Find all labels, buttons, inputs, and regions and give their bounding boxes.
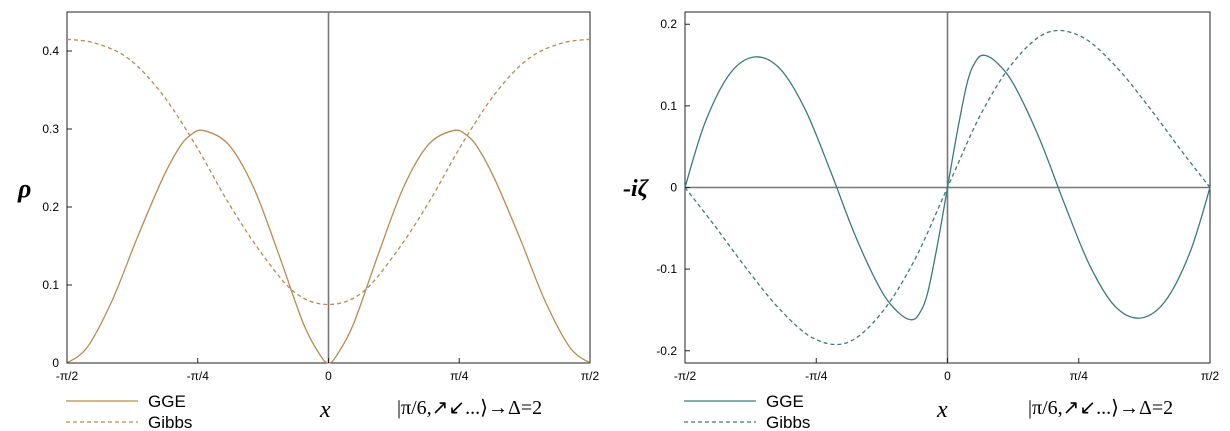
y-tick-label: 0.2 [660, 17, 677, 31]
y-tick-label: 0.3 [42, 122, 59, 136]
y-tick-label: 0.4 [42, 44, 59, 58]
right-y-axis-label: -iζ [623, 176, 650, 202]
right-x-axis-label: x [936, 397, 948, 423]
left-legend-gge-label: GGE [148, 392, 186, 411]
left-panel: -π/2 -π/4 0 π/4 π/2 0 0.1 0.2 0.3 0.4 ρ x GGE Gib… [17, 11, 599, 431]
y-tick-label: 0 [52, 356, 59, 370]
y-tick-label: 0 [670, 181, 677, 195]
right-curves [684, 29, 1211, 346]
left-x-axis-label: x [319, 397, 331, 423]
x-tick-label: 0 [325, 369, 332, 383]
y-tick-label: 0.1 [660, 99, 677, 113]
right-panel: -π/2 -π/4 0 π/4 π/2 -0.2 -0.1 0 0.1 0.2 -iζ x GGE… [623, 11, 1219, 431]
left-ticks: -π/2 -π/4 0 π/4 π/2 0 0.1 0.2 0.3 0.4 [42, 44, 599, 383]
x-tick-label: π/2 [581, 369, 600, 383]
left-legend-gibbs-label: Gibbs [148, 413, 192, 431]
right-annotation: |π/6,↗↙...⟩→Δ=2 [1028, 397, 1173, 419]
x-tick-label: -π/2 [674, 369, 697, 383]
series-gibbs-line [66, 38, 591, 306]
x-tick-label: π/4 [450, 369, 469, 383]
x-tick-label: -π/2 [56, 369, 79, 383]
right-legend-gge-label: GGE [766, 392, 804, 411]
y-tick-label: -0.2 [656, 344, 677, 358]
x-tick-label: -π/4 [187, 369, 210, 383]
x-tick-label: -π/4 [805, 369, 828, 383]
right-legend: GGE Gibbs [684, 392, 810, 431]
left-legend: GGE Gibbs [66, 392, 192, 431]
right-ticks: -π/2 -π/4 0 π/4 π/2 -0.2 -0.1 0 0.1 0.2 [656, 17, 1219, 383]
y-tick-label: 0.1 [42, 278, 59, 292]
right-legend-gibbs-label: Gibbs [766, 413, 810, 431]
x-tick-label: 0 [944, 369, 951, 383]
x-tick-label: π/2 [1201, 369, 1220, 383]
series-gibbs-line [684, 29, 1211, 346]
left-annotation: |π/6,↗↙...⟩→Δ=2 [397, 397, 542, 419]
x-tick-label: π/4 [1070, 369, 1089, 383]
y-tick-label: 0.2 [42, 200, 59, 214]
y-tick-label: -0.1 [656, 262, 677, 276]
left-y-axis-label: ρ [17, 174, 31, 203]
